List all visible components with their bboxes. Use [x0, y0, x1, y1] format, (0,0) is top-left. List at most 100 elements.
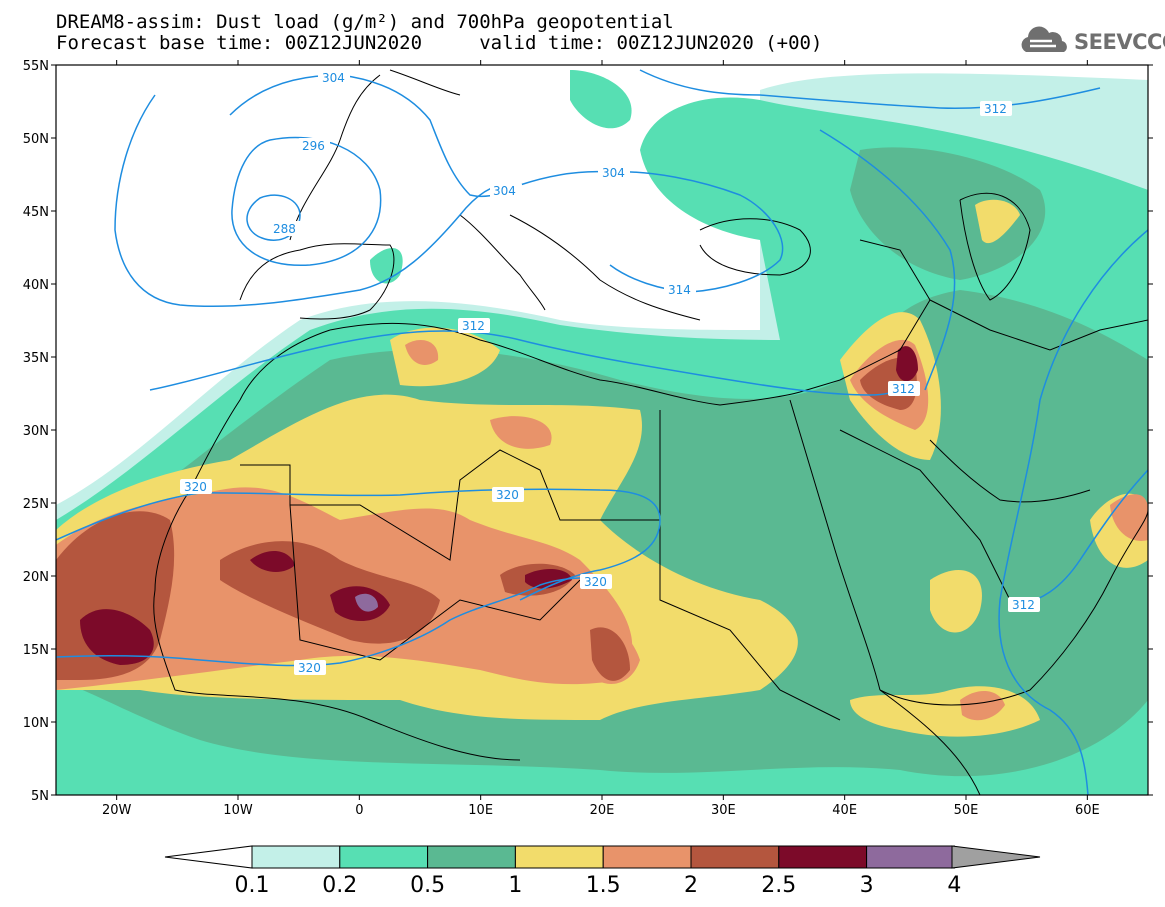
dust-patch-niger-darkred — [525, 568, 572, 589]
seevccc-logo: SEEVCCC — [1018, 26, 1165, 58]
dust-patch-oman-orange — [1110, 494, 1148, 541]
contour-312-africa — [149, 330, 911, 396]
dust-patch-mali-darkred — [250, 550, 295, 572]
contour-label-312-b: 312 — [462, 319, 485, 333]
contour-320-arabia — [1019, 469, 1148, 606]
contour-label-312-a: 312 — [984, 102, 1007, 116]
colorbar-swatch — [602, 845, 692, 869]
contour-labels: 304 296 288 304 304 312 312 312 320 320 … — [180, 70, 1040, 675]
dust-patch-purple — [355, 593, 378, 612]
contour-296 — [231, 136, 382, 266]
lat-tick-label: 40N — [23, 278, 49, 293]
lat-tick-label: 15N — [23, 643, 49, 658]
contour-label-288: 288 — [273, 222, 296, 236]
lon-tick-label: 10W — [223, 803, 253, 818]
contour-304-top — [229, 74, 521, 197]
latitude-axis: 55N 50N 45N 40N 35N 30N 25N 20N 15N 10N 5N — [23, 59, 1153, 804]
colorbar-swatch — [251, 845, 341, 869]
dust-patch-chad-brown — [590, 627, 630, 681]
border-arabia — [839, 429, 1011, 601]
contour-label-304-a: 304 — [322, 71, 345, 85]
colorbar-low-arrow — [164, 845, 253, 869]
dust-patch-yemen-orange — [960, 690, 1005, 721]
colorbar-label: 0.1 — [235, 873, 270, 898]
colorbar-swatch — [339, 845, 429, 869]
coast-black-sea — [699, 218, 811, 276]
dust-patch-algeria-orange — [405, 340, 439, 365]
border-sahara-2 — [289, 504, 581, 661]
lat-tick-label: 5N — [31, 789, 49, 804]
coast-balkans — [509, 214, 701, 321]
colorbar-label: 0.5 — [410, 873, 445, 898]
lat-tick-label: 30N — [23, 424, 49, 439]
contour-320-bottom — [56, 576, 601, 667]
lon-tick-label: 10E — [468, 803, 493, 818]
contour-288 — [246, 194, 301, 241]
coast-arabia — [879, 509, 1148, 706]
longitude-axis: 20W 10W 0 10E 20E 30E 40E 50E 60E — [102, 60, 1100, 818]
colorbar-label: 3 — [860, 873, 874, 898]
dust-patch-europe — [570, 70, 632, 129]
lat-tick-label: 55N — [23, 59, 49, 74]
cloud-logo-icon — [1021, 26, 1067, 52]
contour-label-320-a: 320 — [184, 480, 207, 494]
colorbar-label: 0.2 — [322, 873, 357, 898]
contour-label-296: 296 — [302, 139, 325, 153]
dust-patch-libya-orange — [490, 416, 552, 449]
coastlines — [153, 69, 1148, 795]
coast-caspian — [959, 192, 1031, 301]
dust-patch-arabia-yellow — [930, 570, 982, 633]
border-sahara-1 — [240, 410, 661, 561]
colorbar-label: 1.5 — [586, 873, 621, 898]
lat-tick-label: 50N — [23, 132, 49, 147]
coast-gulf — [929, 439, 1091, 503]
contour-312-iran — [998, 229, 1148, 795]
colorbar-label: 4 — [947, 873, 961, 898]
colorbar-swatch — [514, 845, 604, 869]
logo-text: SEEVCCC — [1074, 30, 1165, 54]
colorbar-label: 1 — [508, 873, 522, 898]
contour-304-left — [114, 94, 521, 308]
contour-label-320-b: 320 — [496, 488, 519, 502]
colorbar-high-arrow — [951, 845, 1041, 869]
contour-312-north — [639, 69, 1101, 110]
forecast-time-subtitle: Forecast base time: 00Z12JUN2020 valid t… — [56, 32, 823, 54]
contour-label-312-d: 312 — [1012, 598, 1035, 612]
lat-tick-label: 10N — [23, 716, 49, 731]
contour-label-304-c: 304 — [602, 166, 625, 180]
coast-west-africa — [153, 329, 521, 761]
lon-tick-label: 20W — [102, 803, 132, 818]
lat-tick-label: 25N — [23, 497, 49, 512]
lon-tick-label: 60E — [1075, 803, 1100, 818]
contour-label-312-c: 312 — [892, 382, 915, 396]
dust-patch-iraq-darkred — [896, 346, 918, 382]
dust-patch-caspian — [850, 147, 1046, 280]
lat-tick-label: 45N — [23, 205, 49, 220]
lon-tick-label: 30E — [711, 803, 736, 818]
colorbar-swatch — [778, 845, 868, 869]
coast-north-africa — [329, 322, 801, 406]
contour-label-320-c: 320 — [584, 575, 607, 589]
lon-tick-label: 50E — [954, 803, 979, 818]
border-east-africa — [659, 520, 841, 721]
contour-label-314: 314 — [668, 283, 691, 297]
dust-patch-caspian-yellow — [975, 199, 1020, 244]
contour-312-arabia — [819, 129, 956, 391]
colorbar-swatch — [427, 845, 516, 869]
colorbar-swatch — [866, 845, 955, 869]
lon-tick-label: 40E — [832, 803, 857, 818]
colorbar-swatch — [690, 845, 780, 869]
lon-tick-label: 0 — [355, 803, 363, 818]
lat-tick-label: 35N — [23, 351, 49, 366]
lon-tick-label: 20E — [590, 803, 615, 818]
coast-france-uk — [289, 69, 461, 241]
coast-horn — [879, 689, 981, 795]
coast-italy — [459, 214, 546, 311]
colorbar-label: 2.5 — [761, 873, 796, 898]
contour-label-304-b: 304 — [493, 184, 516, 198]
dust-field — [56, 70, 1148, 795]
colorbar-label: 2 — [684, 873, 698, 898]
dust-band-2.5-west — [80, 609, 154, 665]
coast-iberia — [239, 243, 395, 320]
